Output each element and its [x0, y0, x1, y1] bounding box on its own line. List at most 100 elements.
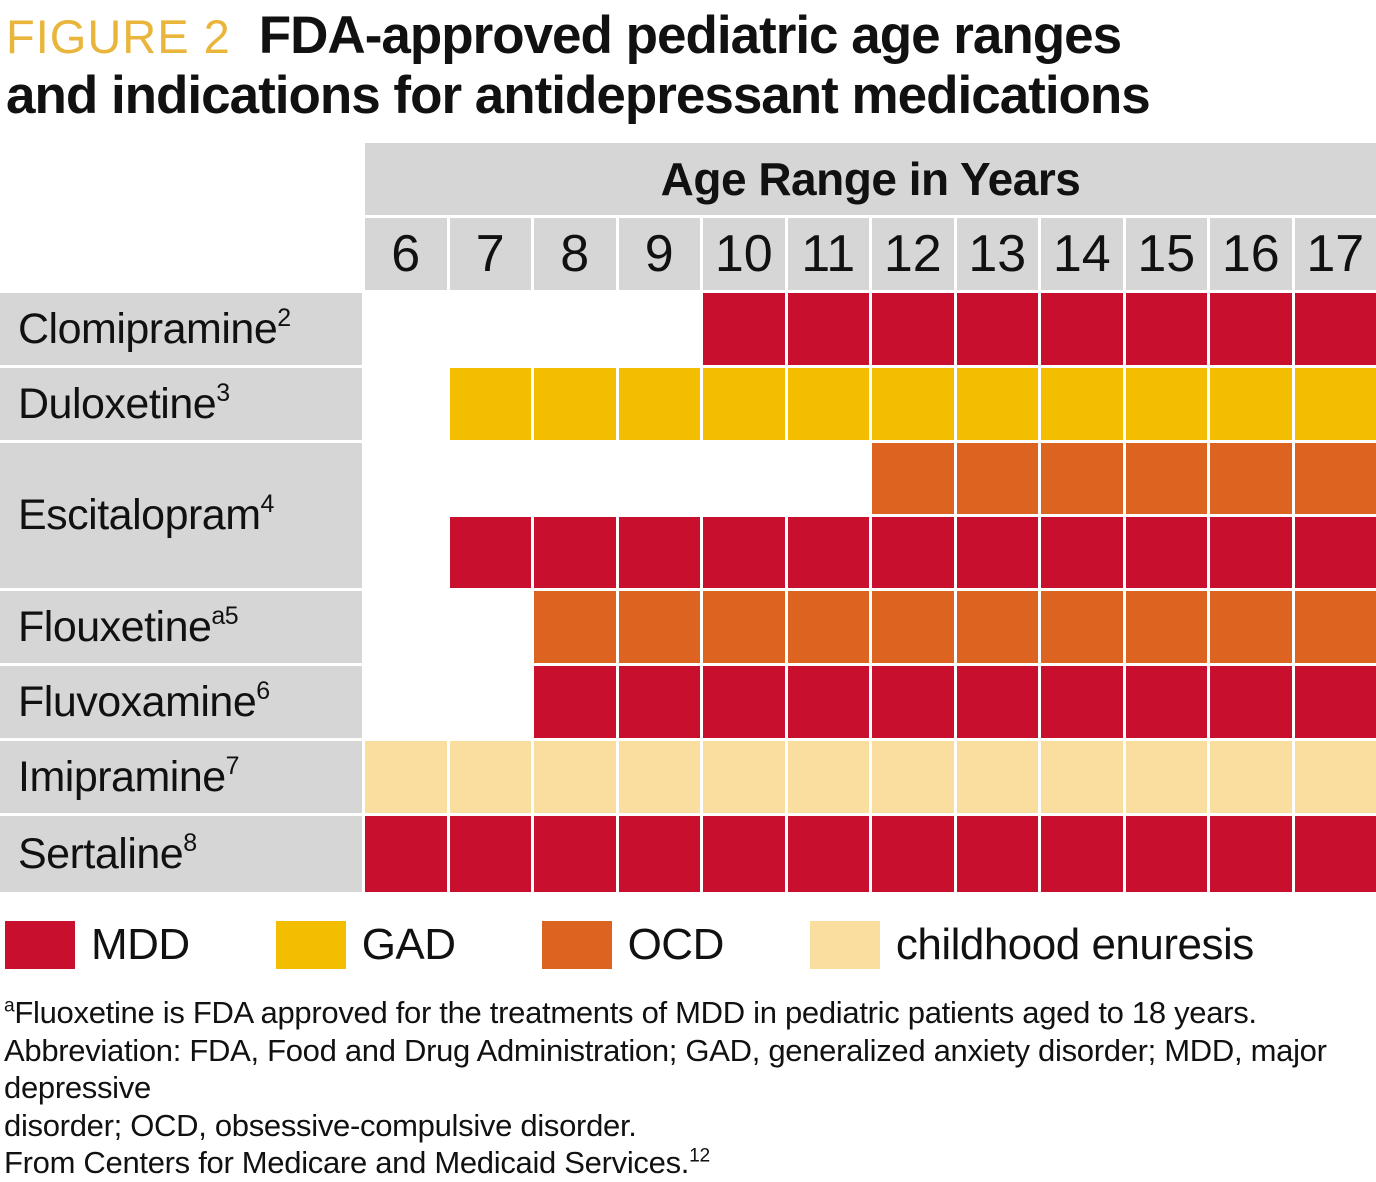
indication-cell-fluvoxamine-mdd-age-13 — [957, 666, 1039, 738]
drug-name: Duloxetine — [18, 380, 216, 429]
indication-cell-escitalopram-ocd-age-13 — [957, 443, 1039, 514]
legend-label-enuresis: childhood enuresis — [896, 920, 1254, 970]
indication-cell-escitalopram-mdd-age-9 — [619, 517, 701, 588]
indication-cell-clomipramine-mdd-age-17 — [1295, 293, 1376, 365]
indication-cell-fluvoxamine-mdd-age-15 — [1126, 666, 1208, 738]
indication-cell-clomipramine-mdd-age-10 — [703, 293, 785, 365]
indication-cell-duloxetine-gad-age-12 — [872, 368, 954, 440]
figure-title-line-1: FIGURE 2 FDA-approved pediatric age range… — [6, 6, 1376, 66]
indication-cell-imipramine-enuresis-age-13 — [957, 741, 1039, 813]
indication-cell-escitalopram-mdd-age-12 — [872, 517, 954, 588]
indication-cell-escitalopram-mdd-age-8 — [534, 517, 616, 588]
age-column-14: 14 — [1041, 218, 1123, 290]
indication-cell-sertaline-mdd-age-14 — [1041, 816, 1123, 892]
indication-cell-flouxetine-ocd-age-13 — [957, 591, 1039, 663]
figure-page: FIGURE 2 FDA-approved pediatric age range… — [0, 0, 1376, 1146]
indication-cell-escitalopram-mdd-age-13 — [957, 517, 1039, 588]
footnote-text: Fluoxetine is FDA approved for the treat… — [14, 995, 1256, 1030]
legend-swatch-enuresis — [810, 921, 880, 969]
indication-cell-sertaline-mdd-age-17 — [1295, 816, 1376, 892]
indication-cell-clomipramine-mdd-age-13 — [957, 293, 1039, 365]
indication-cell-imipramine-enuresis-age-9 — [619, 741, 701, 813]
figure-number-label: FIGURE 2 — [6, 10, 231, 63]
age-column-15: 15 — [1126, 218, 1208, 290]
indication-cell-fluvoxamine-mdd-age-16 — [1210, 666, 1292, 738]
age-column-17: 17 — [1295, 218, 1376, 290]
indication-cell-escitalopram-ocd-age-15 — [1126, 443, 1208, 514]
indication-cell-escitalopram-mdd-age-10 — [703, 517, 785, 588]
drug-name: Sertaline — [18, 830, 183, 879]
indication-cell-flouxetine-ocd-age-14 — [1041, 591, 1123, 663]
indication-cell-escitalopram-mdd-age-14 — [1041, 517, 1123, 588]
age-column-8: 8 — [534, 218, 616, 290]
figure-title-text-1: FDA-approved pediatric age ranges — [259, 6, 1121, 65]
indication-cell-imipramine-enuresis-age-8 — [534, 741, 616, 813]
indication-cell-sertaline-mdd-age-15 — [1126, 816, 1208, 892]
legend-item-enuresis: childhood enuresis — [810, 920, 1254, 970]
drug-name: Escitalopram — [18, 491, 261, 540]
legend-swatch-ocd — [542, 921, 612, 969]
footnote-superscript: 12 — [689, 1146, 710, 1167]
indication-cell-duloxetine-gad-age-15 — [1126, 368, 1208, 440]
legend-item-gad: GAD — [276, 920, 456, 970]
indication-cell-flouxetine-ocd-age-9 — [619, 591, 701, 663]
indication-cell-fluvoxamine-mdd-age-11 — [788, 666, 870, 738]
indication-cell-duloxetine-gad-age-16 — [1210, 368, 1292, 440]
indication-cell-duloxetine-gad-age-14 — [1041, 368, 1123, 440]
indication-cell-escitalopram-mdd-age-11 — [788, 517, 870, 588]
drug-name: Clomipramine — [18, 305, 277, 354]
drug-name: Fluvoxamine — [18, 678, 256, 727]
age-column-16: 16 — [1210, 218, 1292, 290]
indication-cell-escitalopram-ocd-age-16 — [1210, 443, 1292, 514]
age-column-6: 6 — [365, 218, 447, 290]
age-column-9: 9 — [619, 218, 701, 290]
indication-cell-sertaline-mdd-age-8 — [534, 816, 616, 892]
drug-name: Flouxetine — [18, 603, 211, 652]
drug-name: Imipramine — [18, 753, 226, 802]
indication-cell-fluvoxamine-mdd-age-12 — [872, 666, 954, 738]
footnote-superscript: a — [4, 996, 14, 1017]
indication-cell-clomipramine-mdd-age-11 — [788, 293, 870, 365]
indication-cell-flouxetine-ocd-age-12 — [872, 591, 954, 663]
legend-label-ocd: OCD — [628, 920, 724, 970]
indication-cell-duloxetine-gad-age-11 — [788, 368, 870, 440]
indication-cell-clomipramine-mdd-age-16 — [1210, 293, 1292, 365]
footnotes: aFluoxetine is FDA approved for the trea… — [4, 994, 1376, 1182]
indication-cell-clomipramine-mdd-age-12 — [872, 293, 954, 365]
age-column-10: 10 — [703, 218, 785, 290]
age-column-11: 11 — [788, 218, 870, 290]
indication-cell-imipramine-enuresis-age-11 — [788, 741, 870, 813]
indication-cell-sertaline-mdd-age-7 — [450, 816, 532, 892]
indication-cell-imipramine-enuresis-age-7 — [450, 741, 532, 813]
legend-swatch-mdd — [5, 921, 75, 969]
indication-cell-flouxetine-ocd-age-16 — [1210, 591, 1292, 663]
indication-cell-fluvoxamine-mdd-age-8 — [534, 666, 616, 738]
indication-cell-escitalopram-mdd-age-16 — [1210, 517, 1292, 588]
legend-item-ocd: OCD — [542, 920, 724, 970]
indication-cell-sertaline-mdd-age-16 — [1210, 816, 1292, 892]
indication-cell-duloxetine-gad-age-10 — [703, 368, 785, 440]
indication-cell-duloxetine-gad-age-13 — [957, 368, 1039, 440]
indication-cell-imipramine-enuresis-age-10 — [703, 741, 785, 813]
indication-cell-imipramine-enuresis-age-15 — [1126, 741, 1208, 813]
footnote-line-3: disorder; OCD, obsessive-compulsive diso… — [4, 1107, 1376, 1145]
indication-cell-duloxetine-gad-age-9 — [619, 368, 701, 440]
indication-cell-fluvoxamine-mdd-age-14 — [1041, 666, 1123, 738]
indication-cell-flouxetine-ocd-age-11 — [788, 591, 870, 663]
indication-cell-duloxetine-gad-age-7 — [450, 368, 532, 440]
indication-cell-sertaline-mdd-age-10 — [703, 816, 785, 892]
age-column-13: 13 — [957, 218, 1039, 290]
legend-label-gad: GAD — [362, 920, 456, 970]
indication-cell-imipramine-enuresis-age-12 — [872, 741, 954, 813]
footnote-line-4: From Centers for Medicare and Medicaid S… — [4, 1144, 1376, 1182]
indication-cell-escitalopram-ocd-age-17 — [1295, 443, 1376, 514]
age-range-header: Age Range in Years — [365, 143, 1376, 215]
legend-swatch-gad — [276, 921, 346, 969]
